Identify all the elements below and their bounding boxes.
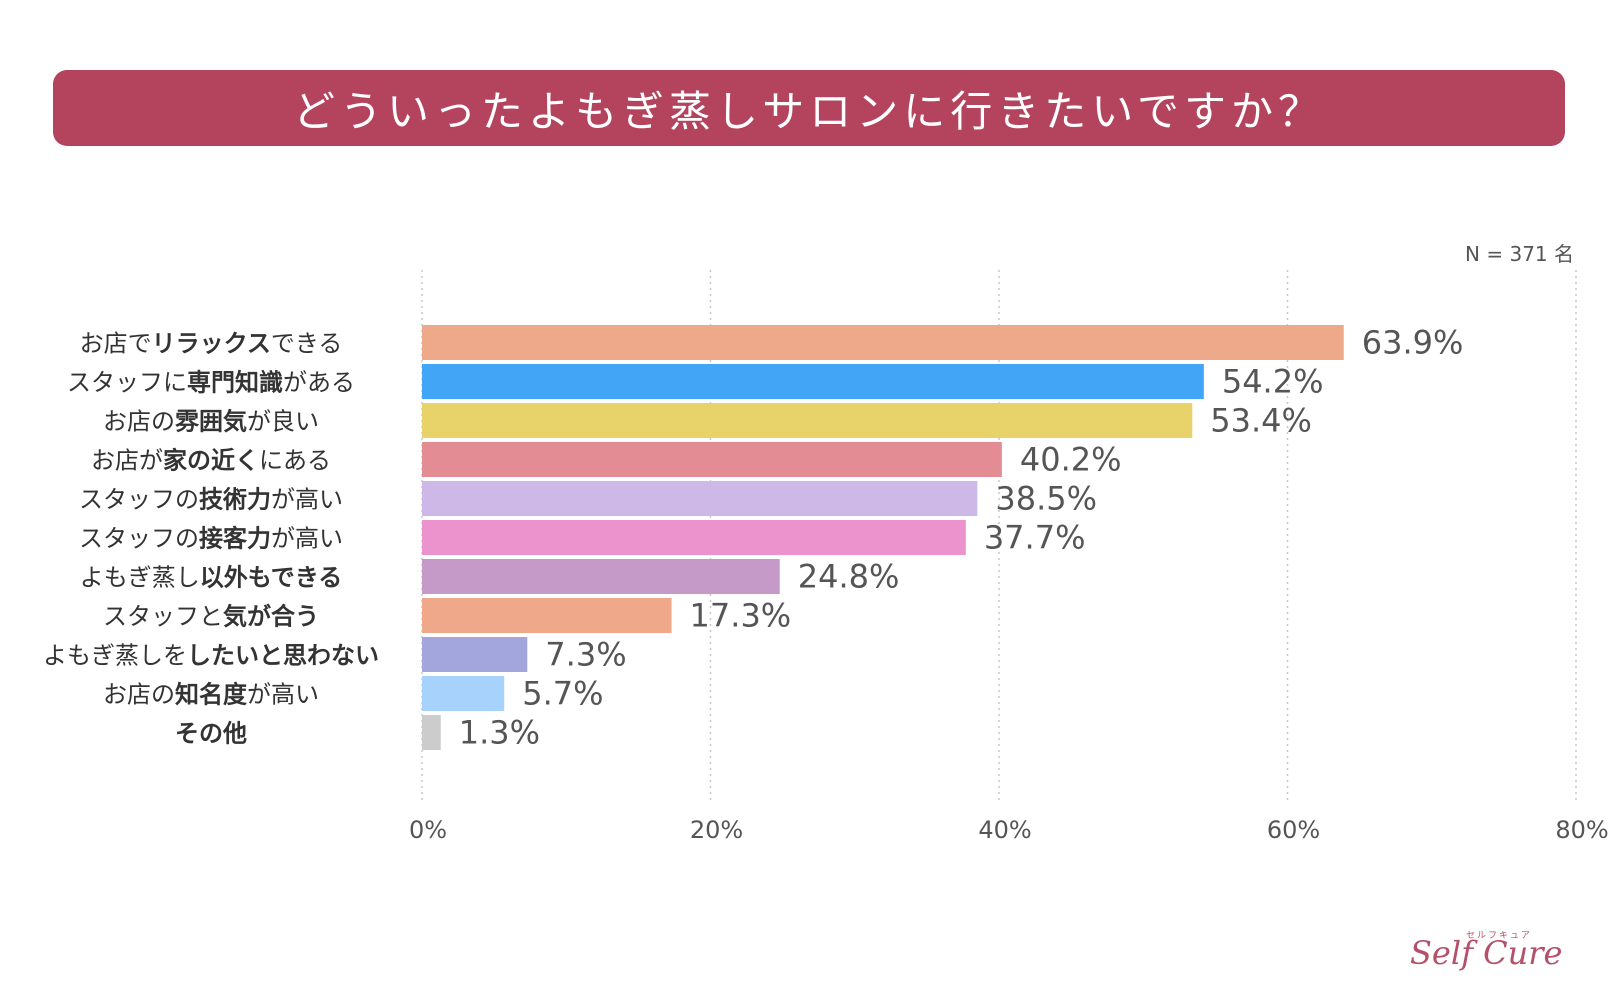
bar-value-label: 5.7% [522, 675, 603, 713]
bar-value-label: 54.2% [1222, 363, 1324, 401]
bar-value-label: 17.3% [690, 597, 792, 635]
category-label-part: できる [271, 330, 343, 358]
category-label-part: 技術力 [199, 486, 271, 514]
category-label-part: が高い [271, 486, 343, 514]
bar [422, 442, 1002, 477]
category-label-part: よもぎ蒸し [80, 564, 200, 592]
category-label: お店が家の近くにある [91, 447, 331, 475]
category-label: その他 [175, 720, 247, 748]
bar [422, 676, 505, 711]
category-label-part: お店が [91, 447, 163, 475]
x-tick-label: 0% [409, 816, 447, 844]
category-label-part: 家の近く [163, 447, 259, 475]
bar [422, 637, 528, 672]
bar-value-label: 1.3% [459, 714, 540, 752]
category-label-part: が高い [247, 681, 319, 709]
category-label-part: 知名度 [175, 681, 248, 709]
bar [422, 364, 1204, 399]
category-label-part: が高い [271, 525, 343, 553]
logo-kana: セルフキュア [1466, 931, 1532, 941]
category-label: スタッフの接客力が高い [79, 525, 343, 553]
bar [422, 481, 978, 516]
self-cure-logo: セルフキュア Self Cure [1410, 928, 1580, 988]
category-label-part: が良い [247, 408, 319, 436]
bar [422, 403, 1193, 438]
category-label: お店の雰囲気が良い [103, 408, 319, 436]
bar-value-label: 40.2% [1020, 441, 1122, 479]
page-title: どういったよもぎ蒸しサロンに行きたいですか？ [293, 86, 1325, 136]
x-tick-label: 40% [978, 816, 1031, 844]
x-tick-label: 60% [1267, 816, 1320, 844]
bar [422, 520, 966, 555]
category-label: お店でリラックスできる [80, 330, 343, 358]
category-label: スタッフの技術力が高い [79, 486, 343, 514]
category-label-part: スタッフと [103, 603, 223, 631]
x-tick-label: 80% [1555, 816, 1608, 844]
category-label-part: リラックス [152, 330, 271, 358]
logo-wordmark: Self Cure [1410, 934, 1563, 972]
bar-value-label: 7.3% [545, 636, 626, 674]
category-label-part: 以外もできる [200, 564, 343, 592]
category-label-part: がある [283, 369, 355, 397]
category-label-part: 専門知識 [187, 369, 283, 397]
category-label-part: スタッフに [67, 369, 187, 397]
category-label-part: スタッフの [79, 525, 199, 553]
category-label: よもぎ蒸しをしたいと思わない [43, 642, 379, 670]
category-label-part: よもぎ蒸しを [43, 642, 187, 670]
category-label: スタッフと気が合う [103, 603, 319, 631]
bar-value-label: 37.7% [984, 519, 1086, 557]
x-tick-label: 20% [690, 816, 743, 844]
category-label-part: 接客力 [199, 525, 271, 553]
category-label: お店の知名度が高い [103, 681, 319, 709]
bar [422, 559, 780, 594]
category-label: よもぎ蒸し以外もできる [80, 564, 343, 592]
bar [422, 598, 672, 633]
category-label-part: にある [259, 447, 331, 475]
title-banner: どういったよもぎ蒸しサロンに行きたいですか？ [53, 70, 1565, 146]
bar-value-label: 24.8% [798, 558, 900, 596]
bar [422, 715, 441, 750]
category-label: スタッフに専門知識がある [67, 369, 355, 397]
category-label-part: お店の [103, 408, 175, 436]
category-label-part: 気が合う [223, 603, 319, 631]
category-label-part: 雰囲気 [175, 408, 247, 436]
bar-value-label: 63.9% [1362, 324, 1464, 362]
bar-value-label: 53.4% [1210, 402, 1312, 440]
bar [422, 325, 1344, 360]
category-label-part: お店の [103, 681, 175, 709]
category-label-part: スタッフの [79, 486, 199, 514]
category-label-part: その他 [175, 720, 247, 748]
bar-value-label: 38.5% [995, 480, 1097, 518]
category-label-part: したいと思わない [187, 642, 379, 670]
category-label-part: お店で [80, 330, 152, 358]
sample-size-label: N = 371 名 [1465, 242, 1574, 266]
